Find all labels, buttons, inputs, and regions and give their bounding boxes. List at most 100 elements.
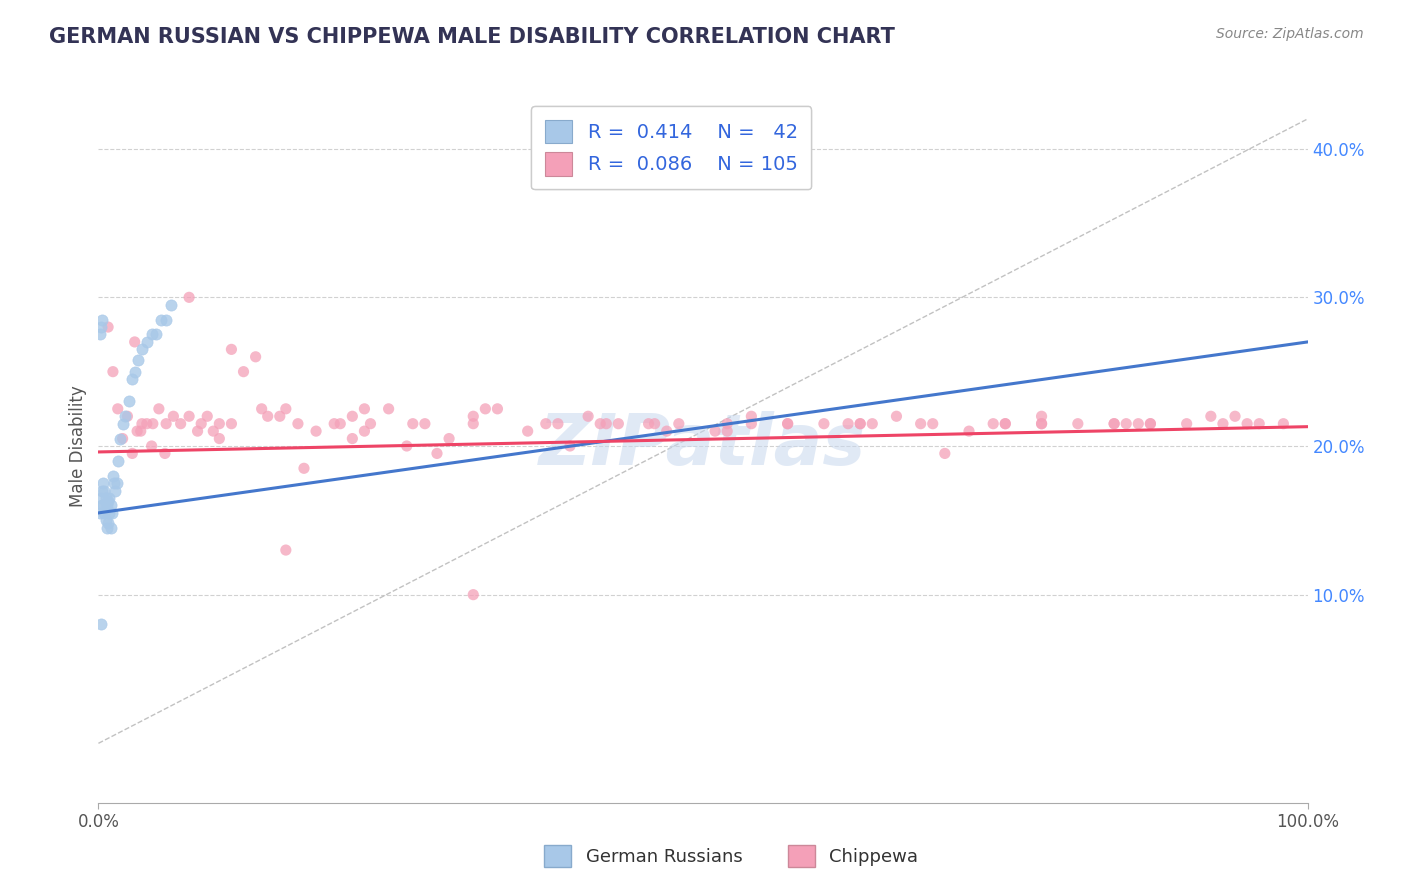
Point: [274, 401, 297, 416]
Point: [323, 417, 346, 431]
Point: [195, 409, 218, 424]
Point: [111, 432, 134, 446]
Point: [1128, 417, 1150, 431]
Point: [98, 491, 121, 505]
Point: [644, 417, 666, 431]
Point: [776, 417, 799, 431]
Point: [981, 417, 1004, 431]
Point: [190, 417, 212, 431]
Point: [1115, 417, 1137, 431]
Point: [402, 417, 425, 431]
Point: [1031, 417, 1053, 431]
Point: [221, 343, 243, 357]
Point: [849, 417, 872, 431]
Point: [153, 446, 176, 460]
Point: [131, 417, 153, 431]
Point: [1102, 417, 1125, 431]
Point: [124, 365, 146, 379]
Point: [127, 424, 149, 438]
Point: [305, 424, 328, 438]
Point: [994, 417, 1017, 431]
Point: [90, 617, 112, 632]
Point: [250, 401, 273, 416]
Point: [934, 446, 956, 460]
Point: [329, 417, 352, 431]
Point: [94, 513, 117, 527]
Point: [595, 417, 617, 431]
Point: [124, 334, 146, 349]
Point: [98, 506, 121, 520]
Point: [187, 424, 209, 438]
Point: [342, 432, 364, 446]
Point: [90, 320, 112, 334]
Point: [1272, 417, 1295, 431]
Point: [463, 588, 485, 602]
Point: [849, 417, 872, 431]
Point: [426, 446, 449, 460]
Point: [1175, 417, 1198, 431]
Point: [155, 417, 177, 431]
Point: [740, 417, 762, 431]
Point: [150, 312, 173, 326]
Point: [558, 439, 581, 453]
Point: [589, 417, 612, 431]
Point: [131, 343, 153, 357]
Point: [142, 417, 165, 431]
Text: Source: ZipAtlas.com: Source: ZipAtlas.com: [1216, 27, 1364, 41]
Point: [607, 417, 630, 431]
Point: [141, 439, 163, 453]
Point: [107, 454, 129, 468]
Point: [91, 499, 114, 513]
Point: [155, 312, 177, 326]
Point: [1223, 409, 1246, 424]
Legend: German Russians, Chippewa: German Russians, Chippewa: [537, 838, 925, 874]
Point: [97, 320, 120, 334]
Point: [148, 401, 170, 416]
Point: [740, 409, 762, 424]
Point: [169, 417, 191, 431]
Text: GERMAN RUSSIAN VS CHIPPEWA MALE DISABILITY CORRELATION CHART: GERMAN RUSSIAN VS CHIPPEWA MALE DISABILI…: [49, 27, 896, 46]
Point: [716, 424, 738, 438]
Point: [437, 432, 460, 446]
Point: [245, 350, 267, 364]
Point: [576, 409, 599, 424]
Point: [121, 372, 143, 386]
Point: [1031, 417, 1053, 431]
Point: [921, 417, 943, 431]
Point: [395, 439, 418, 453]
Point: [103, 476, 125, 491]
Point: [127, 352, 149, 367]
Point: [121, 446, 143, 460]
Point: [93, 483, 115, 498]
Point: [353, 424, 375, 438]
Point: [208, 417, 231, 431]
Point: [94, 491, 117, 505]
Point: [97, 494, 120, 508]
Point: [957, 424, 980, 438]
Point: [91, 476, 114, 491]
Point: [342, 409, 364, 424]
Point: [292, 461, 315, 475]
Point: [1139, 417, 1161, 431]
Point: [100, 521, 122, 535]
Point: [269, 409, 291, 424]
Point: [1212, 417, 1234, 431]
Point: [118, 394, 141, 409]
Point: [90, 491, 112, 505]
Point: [534, 417, 557, 431]
Point: [141, 327, 163, 342]
Point: [547, 417, 569, 431]
Point: [474, 401, 496, 416]
Point: [377, 401, 399, 416]
Point: [886, 409, 908, 424]
Point: [100, 506, 122, 520]
Point: [91, 499, 114, 513]
Point: [1199, 409, 1222, 424]
Point: [97, 516, 120, 531]
Point: [413, 417, 436, 431]
Point: [813, 417, 835, 431]
Point: [129, 424, 152, 438]
Point: [91, 483, 114, 498]
Point: [208, 432, 231, 446]
Point: [910, 417, 932, 431]
